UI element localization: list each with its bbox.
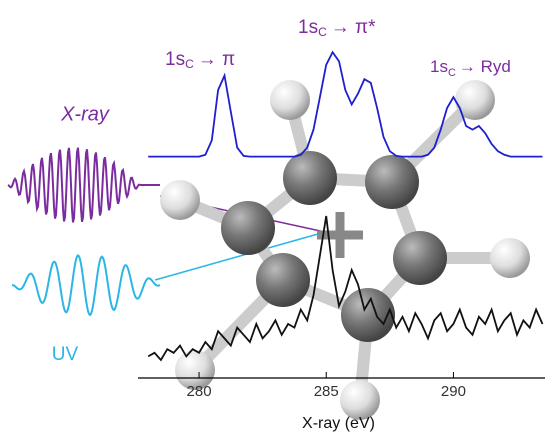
annotation-part: → Ryd: [459, 57, 511, 76]
x-tick-label: 280: [187, 383, 212, 400]
annotation: 1sC → π: [165, 49, 235, 71]
annotation-sub: C: [448, 67, 456, 79]
molecule: [160, 80, 530, 420]
annotation: 1sC→ Ryd: [430, 57, 511, 78]
x-tick-label: 290: [441, 383, 466, 400]
hydrogen: [490, 238, 530, 278]
x-tick-label: 285: [314, 383, 339, 400]
wave: [12, 255, 160, 315]
annotation-part: → π*: [331, 17, 376, 38]
hydrogen: [270, 80, 310, 120]
figure: 280285290X-ray (eV) X-ray UV 1sC→ π 1sC→…: [0, 0, 558, 437]
carbon: [256, 253, 310, 307]
annotation-part: → π: [198, 49, 235, 70]
annotation-sub: C: [318, 25, 327, 39]
annotation-part: 1s: [430, 57, 448, 76]
hydrogen: [340, 380, 380, 420]
x-axis-label: X-ray (eV): [302, 415, 375, 432]
annotation: 1sC → π*: [298, 17, 376, 39]
carbon: [365, 155, 419, 209]
annotation-part: 1s: [298, 17, 318, 38]
annotation-sub: C: [185, 57, 194, 71]
carbon: [393, 231, 447, 285]
xray-label: X-ray: [60, 103, 110, 125]
hydrogen: [160, 180, 200, 220]
uv-label: UV: [52, 344, 79, 365]
carbon: [221, 201, 275, 255]
carbon: [283, 151, 337, 205]
wave: [8, 148, 160, 223]
annotation-part: 1s: [165, 49, 185, 70]
